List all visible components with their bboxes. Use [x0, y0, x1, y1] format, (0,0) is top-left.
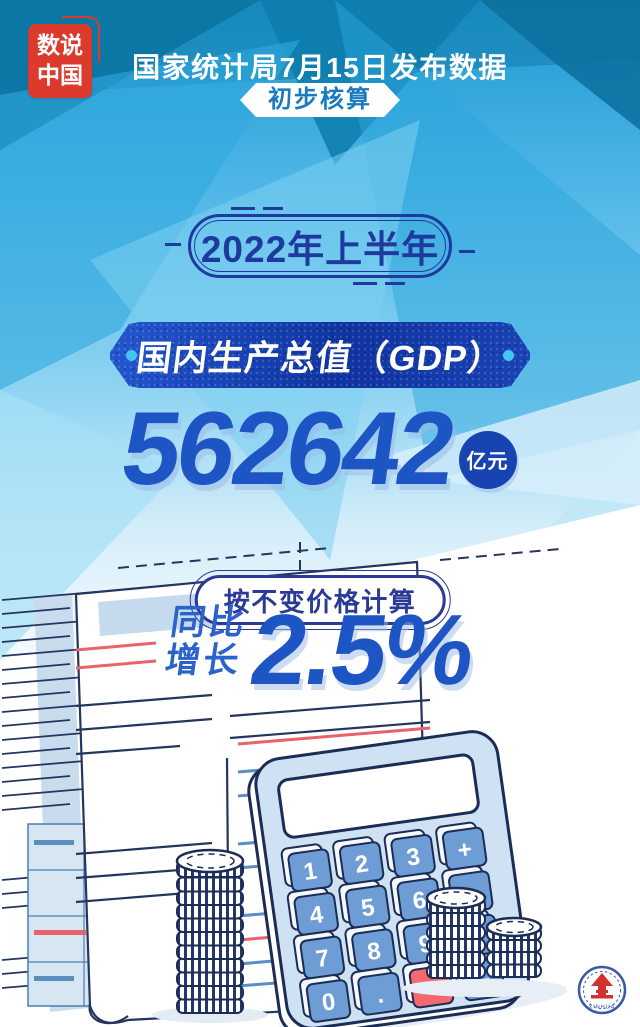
- svg-text:7: 7: [314, 945, 331, 974]
- svg-text:+: +: [456, 836, 474, 865]
- decorative-dash: [353, 282, 405, 285]
- period-label: 2022年上半年: [200, 229, 440, 270]
- growth-row: 同比 增长 2.5%: [0, 594, 640, 706]
- period-pill: 2022年上半年: [165, 207, 475, 285]
- growth-prefix-line1: 同比: [168, 603, 250, 642]
- svg-text:1: 1: [302, 858, 319, 887]
- calc-key-+: +: [435, 821, 488, 871]
- decorative-dash: [459, 250, 475, 253]
- coin-stack-medium: [402, 886, 566, 997]
- calc-key-6: 6: [389, 872, 442, 922]
- svg-text:6: 6: [411, 887, 428, 916]
- banner-dot-icon: [503, 349, 514, 361]
- svg-text:8: 8: [366, 937, 383, 966]
- coin-stack-small: [485, 916, 543, 978]
- calc-key-4: 4: [286, 886, 339, 936]
- calc-key-×: ×: [447, 908, 500, 958]
- svg-text:3: 3: [405, 843, 422, 872]
- calc-key-.: .: [350, 966, 403, 1016]
- logo-text: XINHUA: [589, 1005, 616, 1011]
- decorative-dash: [231, 207, 283, 210]
- svg-text:÷: ÷: [475, 967, 492, 996]
- calc-key-8: 8: [344, 923, 397, 973]
- svg-text:=: =: [423, 974, 441, 1003]
- gdp-banner-label: 国内生产总值（GDP）: [133, 338, 506, 378]
- gdp-unit-badge: 亿元: [458, 430, 517, 489]
- svg-text:.: .: [375, 981, 385, 1009]
- calc-key-1: 1: [280, 843, 333, 893]
- preliminary-badge: 初步核算: [240, 83, 400, 117]
- calc-key-=: =: [402, 959, 455, 1009]
- calculator-illustration: 1 2 3 +4 5 6 - 7 8 9 × 0. = ÷: [247, 730, 568, 1027]
- calculator-display: [277, 753, 480, 839]
- svg-text:2: 2: [353, 850, 370, 879]
- growth-value: 2.5%: [244, 594, 480, 706]
- decorative-dash: [165, 243, 181, 246]
- growth-prefix: 同比 增长: [162, 603, 250, 680]
- header-title: 国家统计局7月15日发布数据: [132, 52, 508, 83]
- coin-stack-tall: [152, 848, 268, 1023]
- svg-text:-: -: [465, 880, 477, 908]
- calc-key-7: 7: [292, 930, 346, 980]
- calc-key-3: 3: [383, 828, 436, 878]
- gdp-value: 562642: [115, 391, 461, 507]
- svg-text:4: 4: [308, 901, 326, 930]
- banner-dot-icon: [126, 349, 137, 361]
- svg-text:0: 0: [320, 988, 337, 1017]
- svg-text:×: ×: [468, 923, 486, 952]
- calc-key-÷: ÷: [453, 952, 506, 1002]
- preliminary-badge-label: 初步核算: [268, 86, 372, 113]
- gdp-value-row: 562642 亿元: [0, 391, 640, 507]
- calc-key-9: 9: [395, 916, 449, 965]
- calc-key--: -: [441, 865, 494, 915]
- calculator-keys: 1 2 3 +4 5 6 - 7 8 9 × 0. = ÷: [280, 821, 506, 1023]
- calc-key-0: 0: [299, 974, 352, 1023]
- calc-key-2: 2: [332, 836, 385, 885]
- svg-text:5: 5: [359, 894, 376, 923]
- side-table: [27, 823, 141, 1007]
- growth-prefix-line2: 增长: [162, 641, 245, 680]
- gdp-banner: 国内生产总值（GDP）: [110, 322, 530, 388]
- svg-text:9: 9: [417, 930, 434, 959]
- calc-key-5: 5: [338, 879, 391, 929]
- xinhua-logo: XINHUA: [577, 965, 627, 1015]
- monument-icon: [591, 973, 613, 995]
